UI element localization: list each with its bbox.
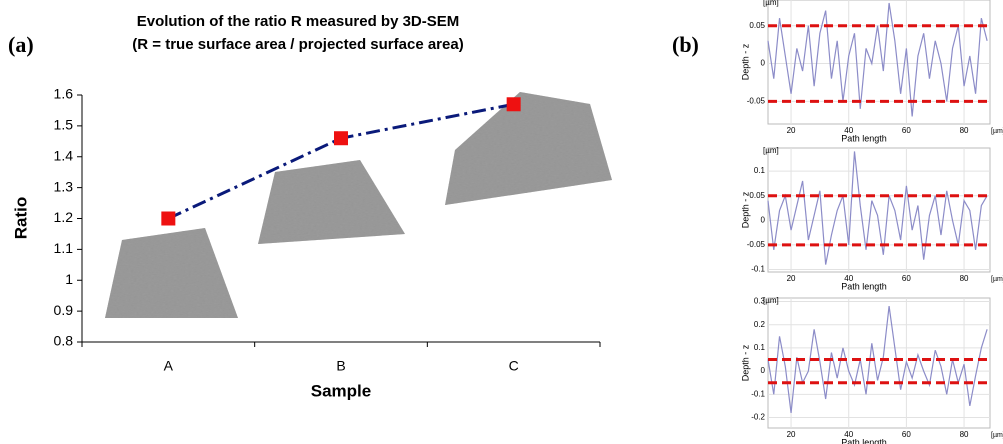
y-tick-label: 0.8 xyxy=(54,333,74,349)
y-unit: [µm] xyxy=(763,146,779,155)
x-unit: [µm] xyxy=(991,276,1003,283)
y-tick-label: -0.05 xyxy=(747,240,766,249)
x-axis-label: Path length xyxy=(841,281,887,291)
panel-label: (a) xyxy=(8,32,34,57)
x-unit: [µm] xyxy=(991,128,1003,135)
y-tick-label: 0.2 xyxy=(754,320,766,329)
profile-line xyxy=(767,306,988,413)
y-tick-label: 0.1 xyxy=(754,343,766,352)
profile-line xyxy=(767,2,988,117)
y-tick-label: 0 xyxy=(761,59,766,68)
x-tick-label: 20 xyxy=(787,126,796,135)
y-tick-label: -0.1 xyxy=(751,389,765,398)
y-tick-label: 0 xyxy=(761,215,766,224)
y-tick-label: 1.3 xyxy=(54,178,74,194)
y-axis-label: Depth - z xyxy=(740,344,750,381)
sem-texture xyxy=(105,228,238,318)
y-tick-label: 0.1 xyxy=(754,166,766,175)
marker xyxy=(334,131,348,146)
y-tick-label: 1.4 xyxy=(54,147,74,163)
x-tick-label: 80 xyxy=(960,430,969,439)
y-tick-label: 1.1 xyxy=(54,240,74,256)
y-tick-label: 1.5 xyxy=(54,117,74,133)
plot-area xyxy=(767,297,991,429)
profile-line xyxy=(767,151,988,265)
sem-texture xyxy=(258,160,405,244)
x-axis-label: Path length xyxy=(841,133,887,143)
y-unit: [µm] xyxy=(763,296,779,305)
y-tick-label: -0.1 xyxy=(751,265,765,274)
chart-title: Evolution of the ratio R measured by 3D-… xyxy=(137,13,460,30)
x-tick-label: 20 xyxy=(787,274,796,283)
y-axis-label: Depth - z xyxy=(740,43,750,80)
y-tick-label: 1.2 xyxy=(54,209,74,225)
sem-images xyxy=(105,92,612,318)
y-tick-label: 0.9 xyxy=(54,302,74,318)
x-tick-label: 40 xyxy=(844,274,853,283)
marker xyxy=(506,97,521,112)
y-tick-label: 0.05 xyxy=(749,21,765,30)
y-tick-label: 0.05 xyxy=(749,191,765,200)
x-tick-label: 60 xyxy=(902,126,911,135)
x-tick-label: 40 xyxy=(844,126,853,135)
plot-area xyxy=(767,0,991,125)
x-unit: [µm] xyxy=(991,432,1003,439)
y-tick-label: 0.3 xyxy=(754,297,766,306)
x-tick-label: 80 xyxy=(960,274,969,283)
y-tick-label: 1.6 xyxy=(54,86,74,102)
x-tick-label: 20 xyxy=(787,430,796,439)
y-tick-label: 0 xyxy=(761,366,766,375)
y-tick-label: 1 xyxy=(65,271,73,287)
marker xyxy=(161,211,176,226)
x-tick-label: C xyxy=(509,358,519,374)
x-tick-label: 60 xyxy=(902,430,911,439)
panel-label: (b) xyxy=(672,32,699,57)
x-tick-label: B xyxy=(336,358,345,374)
y-axis-label: Ratio xyxy=(11,197,30,240)
sem-texture xyxy=(445,92,612,205)
y-unit: [µm] xyxy=(763,0,779,7)
y-axis-label: Depth - z xyxy=(740,191,750,228)
y-tick-label: -0.2 xyxy=(751,413,765,422)
x-tick-label: 80 xyxy=(960,126,969,135)
plot-area xyxy=(767,147,991,273)
x-tick-label: 40 xyxy=(844,430,853,439)
x-tick-label: A xyxy=(164,358,174,374)
chart-subtitle: (R = true surface area / projected surfa… xyxy=(132,36,463,53)
y-tick-label: -0.05 xyxy=(747,96,766,105)
x-axis-label: Path length xyxy=(841,437,887,444)
x-axis-label: Sample xyxy=(311,381,371,400)
x-tick-label: 60 xyxy=(902,274,911,283)
